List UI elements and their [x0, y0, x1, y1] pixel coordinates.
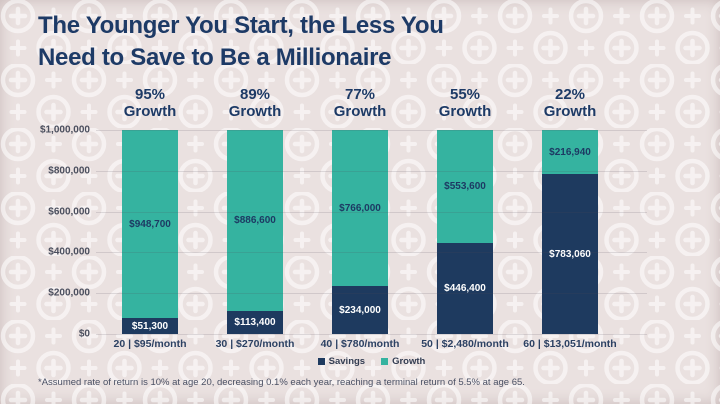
savings-value-label: $234,000	[339, 304, 381, 316]
gridline	[96, 211, 647, 213]
page-title-line1: The Younger You Start, the Less You	[38, 12, 444, 39]
growth-segment: $766,000	[332, 130, 388, 286]
legend-label: Savings	[328, 356, 366, 367]
growth-percent-word: Growth	[228, 103, 282, 120]
gridline	[96, 252, 647, 254]
gridline	[96, 293, 647, 295]
savings-segment: $783,060	[542, 174, 598, 334]
savings-segment: $446,400	[437, 243, 493, 334]
savings-value-label: $51,300	[131, 320, 169, 332]
legend-item: Savings	[317, 356, 366, 367]
growth-percent-header: 95% Growth	[95, 86, 205, 120]
y-axis-tick-label: $1,000,000	[39, 124, 90, 136]
page-title-line2: Need to Save to Be a Millionaire	[38, 44, 392, 71]
legend-swatch-growth	[381, 358, 389, 365]
growth-value-label: $886,600	[234, 215, 276, 226]
growth-segment: $886,600	[227, 130, 283, 311]
gridline	[96, 334, 647, 335]
stacked-bar: $886,600 $113,400	[227, 130, 283, 334]
legend-swatch-savings	[317, 358, 325, 365]
x-axis-category-label: 60 | $13,051/month	[523, 338, 617, 350]
page-title: The Younger You Start, the Less You Need…	[38, 10, 444, 74]
y-axis-tick-label: $200,000	[48, 287, 90, 299]
growth-segment: $216,940	[542, 130, 598, 174]
stacked-bar: $216,940 $783,060	[542, 130, 598, 334]
growth-percent-value: 55%	[449, 86, 481, 103]
growth-percent-word: Growth	[438, 103, 492, 120]
growth-percent-header: 22% Growth	[515, 86, 625, 120]
savings-value-label: $113,400	[234, 317, 276, 328]
y-axis-tick-label: $600,000	[48, 206, 90, 218]
legend-label: Growth	[392, 356, 426, 367]
stacked-bar: $948,700 $51,300	[122, 130, 178, 334]
savings-value-label: $783,060	[549, 248, 591, 260]
growth-percent-value: 77%	[344, 86, 376, 103]
growth-segment: $553,600	[437, 130, 493, 243]
growth-segment: $948,700	[122, 130, 178, 318]
growth-percent-value: 89%	[239, 86, 271, 103]
growth-percent-word: Growth	[543, 103, 597, 120]
growth-percent-header: 89% Growth	[200, 86, 310, 120]
chart-legend: Savings Growth	[96, 356, 647, 367]
y-axis-tick-label: $800,000	[48, 165, 90, 177]
savings-segment: $113,400	[227, 311, 283, 334]
growth-value-label: $216,940	[549, 146, 591, 158]
footnote: *Assumed rate of return is 10% at age 20…	[38, 377, 525, 388]
stacked-bar: $553,600 $446,400	[437, 130, 493, 334]
savings-segment: $51,300	[122, 318, 178, 334]
growth-percent-value: 22%	[554, 86, 586, 103]
growth-value-label: $553,600	[444, 181, 486, 192]
growth-percent-value: 95%	[134, 86, 166, 103]
gridline	[96, 170, 647, 172]
growth-percent-word: Growth	[123, 103, 177, 120]
stacked-bar: $766,000 $234,000	[332, 130, 388, 334]
growth-percent-word: Growth	[333, 103, 387, 120]
growth-value-label: $948,700	[129, 218, 171, 230]
growth-percent-header: 55% Growth	[410, 86, 520, 120]
growth-percent-header: 77% Growth	[305, 86, 415, 120]
legend-item: Growth	[381, 356, 425, 367]
gridline	[96, 130, 647, 131]
y-axis-tick-label: $400,000	[48, 246, 90, 258]
